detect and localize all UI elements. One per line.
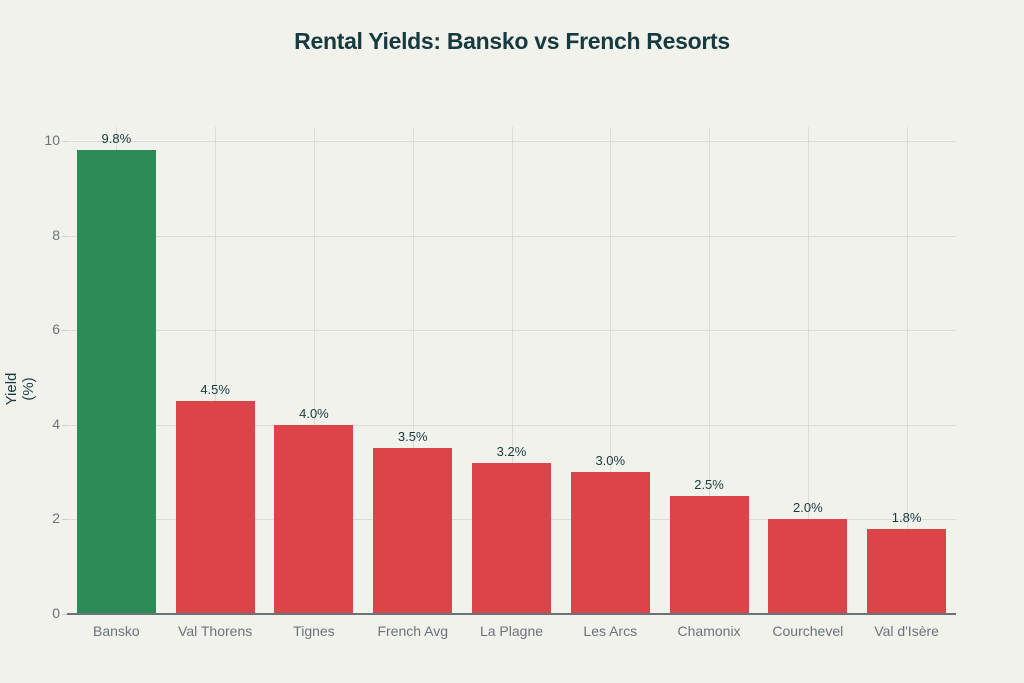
bar-bansko[interactable]	[76, 150, 156, 614]
chart-title: Rental Yields: Bansko vs French Resorts	[294, 28, 730, 54]
bar-french-avg[interactable]	[373, 448, 453, 614]
v-gridline	[412, 127, 414, 614]
v-gridline	[906, 127, 908, 614]
y-tick-mark	[62, 424, 67, 426]
bar-val-d-is-re[interactable]	[867, 528, 947, 614]
y-tick-label: 6	[52, 321, 60, 338]
x-tick-label: Val d'Isère	[874, 623, 939, 639]
bar-les-arcs[interactable]	[570, 472, 650, 614]
y-tick-label: 8	[52, 226, 60, 243]
y-tick-mark	[62, 614, 67, 615]
bar-tignes[interactable]	[274, 424, 354, 614]
v-gridline	[313, 127, 315, 614]
x-tick-label: Les Arcs	[583, 623, 638, 639]
v-gridline	[807, 127, 809, 614]
v-gridline	[610, 127, 612, 614]
y-tick-label: 2	[52, 510, 60, 527]
bar-value-label: 2.0%	[793, 500, 823, 516]
x-tick-label: Tignes	[293, 623, 335, 639]
x-tick-label: Val Thorens	[178, 623, 253, 639]
y-tick-label: 4	[52, 415, 60, 432]
v-gridline	[709, 127, 711, 614]
x-tick-label: Bansko	[93, 623, 140, 639]
v-gridline	[511, 127, 513, 614]
plot-area: 9.8% 4.5% 4.0% 3.5% 3.2% 3.0% 2.5% 2.0% 1.8%	[67, 127, 956, 614]
bar-value-label: 3.2%	[496, 443, 527, 459]
bar-val-thorens[interactable]	[175, 401, 255, 614]
x-tick-label: Chamonix	[677, 623, 741, 639]
x-tick-label: Courchevel	[772, 623, 844, 639]
y-axis-label: Yield (%)	[3, 372, 37, 406]
bar-chamonix[interactable]	[669, 495, 749, 614]
bar-value-label: 4.5%	[200, 382, 230, 398]
bar-la-plagne[interactable]	[472, 462, 551, 614]
y-tick-mark	[62, 519, 67, 521]
bar-value-label: 3.5%	[397, 429, 428, 445]
x-axis-line	[67, 613, 956, 615]
bar-value-label: 9.8%	[101, 131, 132, 147]
bar-value-label: 4.0%	[299, 405, 329, 421]
x-tick-label: French Avg	[377, 623, 448, 639]
y-tick-label: 10	[44, 132, 60, 148]
bar-value-label: 2.5%	[694, 476, 724, 492]
y-tick-mark	[62, 141, 67, 142]
bar-value-label: 1.8%	[891, 509, 922, 525]
y-tick-mark	[62, 235, 67, 237]
x-tick-label: La Plagne	[479, 623, 544, 639]
bar-courchevel[interactable]	[768, 519, 848, 614]
v-gridline	[215, 127, 217, 614]
y-tick-label: 0	[52, 605, 60, 621]
y-tick-mark	[62, 330, 67, 332]
bar-value-label: 3.0%	[595, 453, 626, 469]
